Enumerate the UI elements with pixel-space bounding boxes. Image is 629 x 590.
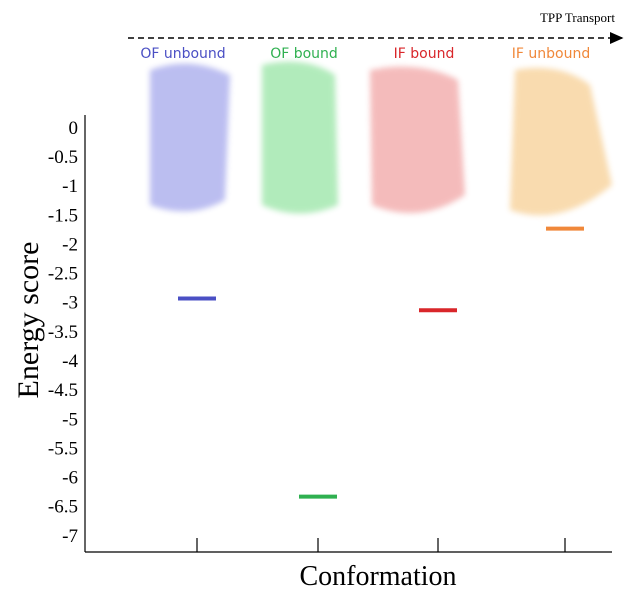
y-tick-label: -1: [62, 176, 78, 197]
y-tick-label: -2: [62, 234, 78, 255]
y-tick-label: -7: [62, 526, 78, 547]
y-tick-label: -1.5: [48, 205, 78, 226]
y-tick-label: -3: [62, 293, 78, 314]
category-label: IF bound: [394, 46, 455, 62]
protein-if-bound: [370, 66, 465, 214]
category-label: OF unbound: [140, 46, 225, 62]
x-axis-label: Conformation: [299, 561, 456, 590]
y-axis-label: Energy score: [12, 242, 45, 399]
protein-if-unbound: [510, 67, 612, 216]
y-tick-label: -2.5: [48, 264, 78, 285]
protein-images: [150, 61, 612, 216]
protein-of-bound: [262, 61, 338, 214]
y-tick-label: -6: [62, 468, 78, 489]
y-tick-label: 0: [69, 118, 79, 139]
protein-of-unbound: [150, 63, 230, 212]
y-tick-label: -5.5: [48, 438, 78, 459]
y-tick-label: -3.5: [48, 322, 78, 343]
y-tick-label: -5: [62, 409, 78, 430]
category-label: IF unbound: [512, 46, 590, 62]
y-tick-label: -0.5: [48, 147, 78, 168]
category-label: OF bound: [270, 46, 338, 62]
y-tick-label: -6.5: [48, 497, 78, 518]
y-tick-label: -4: [62, 351, 78, 372]
annotation: TPP Transport: [540, 10, 615, 25]
y-tick-label: -4.5: [48, 380, 78, 401]
